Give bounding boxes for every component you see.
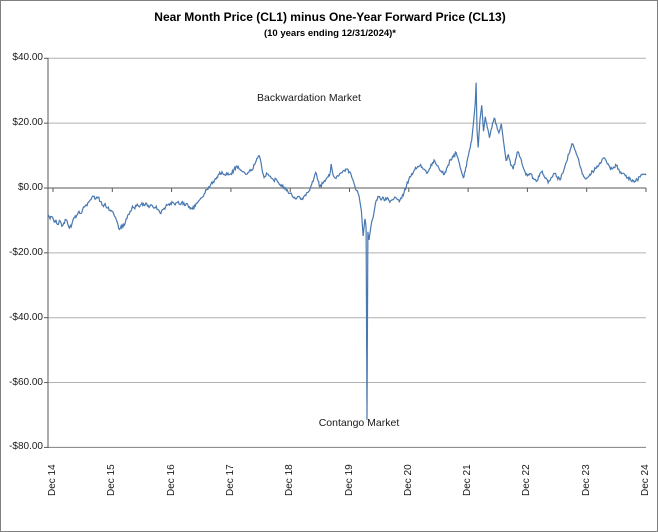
chart-title: Near Month Price (CL1) minus One-Year Fo…	[154, 10, 506, 24]
backwardation-annotation: Backwardation Market	[257, 92, 361, 104]
x-tick-label: Dec 14	[47, 464, 58, 496]
x-tick-label: Dec 24	[640, 464, 651, 496]
x-tick-label: Dec 15	[106, 464, 118, 496]
y-tick-label: $20.00	[12, 117, 43, 129]
x-tick-label: Dec 17	[224, 464, 236, 496]
contango-annotation: Contango Market	[318, 417, 400, 429]
x-tick-label: Dec 16	[165, 464, 177, 496]
x-tick-label: Dec 19	[343, 464, 355, 496]
y-tick-label: -$20.00	[9, 246, 43, 258]
x-tick-label: Dec 18	[284, 464, 296, 496]
y-tick-label: -$80.00	[9, 441, 43, 453]
spread-series-line	[47, 82, 647, 420]
y-tick-label: $0.00	[17, 182, 43, 193]
x-tick-label: Dec 22	[521, 464, 533, 496]
y-tick-label: -$60.00	[9, 376, 43, 388]
x-tick-label: Dec 20	[402, 464, 414, 496]
chart-subtitle: (10 years ending 12/31/2024)*	[263, 28, 397, 39]
y-tick-label: $40.00	[12, 52, 43, 64]
x-tick-label: Dec 21	[462, 464, 474, 496]
y-tick-label: -$40.00	[9, 311, 43, 323]
x-tick-label: Dec 23	[580, 464, 592, 496]
